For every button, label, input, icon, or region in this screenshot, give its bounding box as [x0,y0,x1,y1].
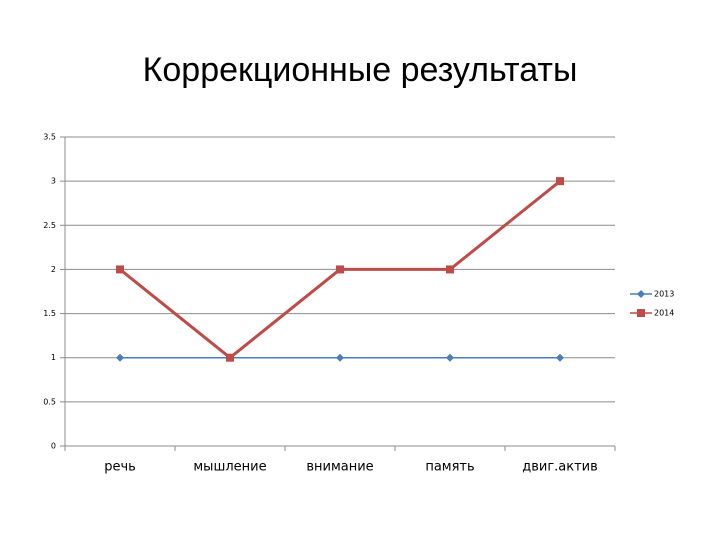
marker [226,353,234,362]
marker [446,353,454,362]
marker [336,265,344,274]
x-tick-label: внимание [306,460,373,475]
y-tick-label: 1 [51,353,56,362]
marker [116,265,124,274]
marker [446,265,454,274]
marker [336,353,344,362]
x-tick-label: память [425,460,474,475]
y-tick-label: 0 [51,442,56,451]
y-tick-label: 1.5 [43,309,56,318]
marker [637,309,645,317]
y-tick-label: 2.5 [43,221,56,230]
x-tick-label: двиг.актив [522,460,598,475]
legend-label: 2013 [654,290,674,299]
y-tick-label: 0.5 [43,397,56,406]
y-tick-label: 2 [51,265,56,274]
x-tick-label: речь [104,460,136,475]
y-tick-label: 3.5 [43,133,56,142]
marker [556,177,564,186]
chart-title: Коррекционные результаты [143,51,578,89]
y-tick-label: 3 [51,177,56,186]
marker [556,353,564,362]
marker [116,353,124,362]
marker [637,290,645,298]
legend-label: 2014 [654,309,674,318]
x-tick-label: мышление [193,460,266,475]
